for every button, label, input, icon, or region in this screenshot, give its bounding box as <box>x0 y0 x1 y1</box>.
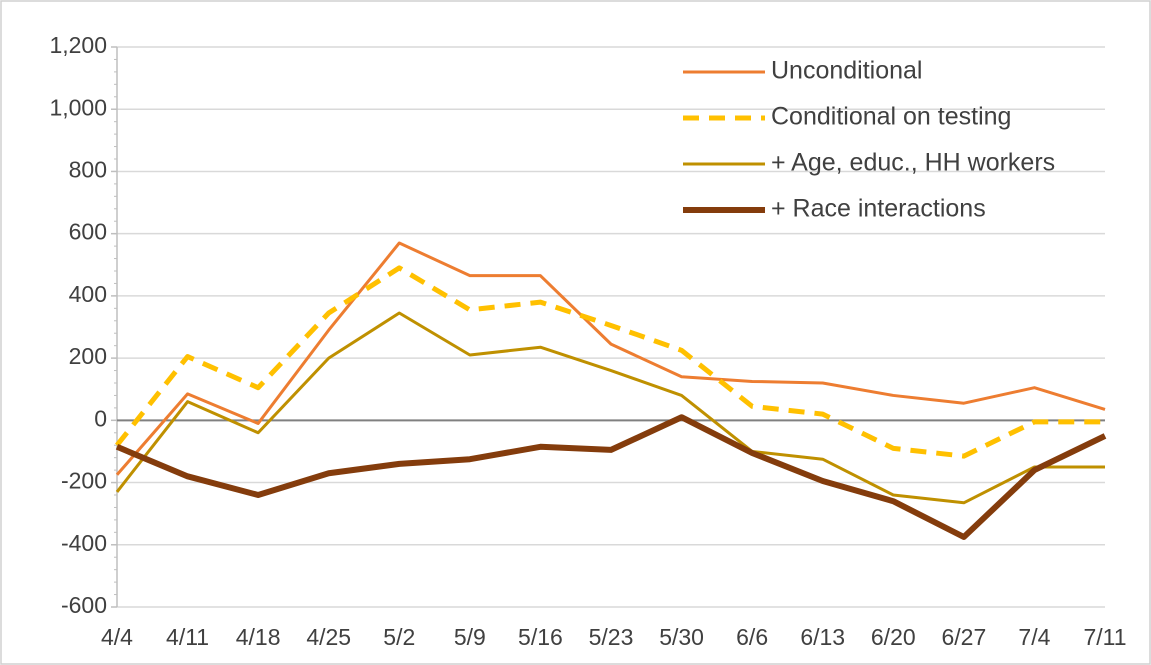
y-tick-label: -400 <box>61 530 107 556</box>
y-tick-label: 1,200 <box>49 32 107 58</box>
y-tick-label: 200 <box>69 343 107 369</box>
series-line <box>115 414 1107 540</box>
series-line <box>115 241 1106 476</box>
x-tick-label: 6/13 <box>800 624 845 650</box>
x-tick-label: 6/27 <box>941 624 986 650</box>
y-tick-label: 0 <box>94 405 107 431</box>
x-tick-label: 4/25 <box>306 624 351 650</box>
legend-label: + Age, educ., HH workers <box>771 149 1055 177</box>
x-tick-label: 5/23 <box>589 624 634 650</box>
x-tick-label: 5/2 <box>383 624 415 650</box>
y-tick-label: 400 <box>69 281 107 307</box>
y-tick-label: -600 <box>61 592 107 618</box>
y-tick-label: 1,000 <box>49 94 107 120</box>
legend-label: Conditional on testing <box>771 103 1011 131</box>
x-tick-label: 5/30 <box>659 624 704 650</box>
y-tick-label: 600 <box>69 219 107 245</box>
x-tick-label: 7/11 <box>1083 624 1126 650</box>
series-line <box>115 265 1105 459</box>
y-tick-label: 800 <box>69 157 107 183</box>
x-tick-label: 4/4 <box>101 624 133 650</box>
x-tick-label: 6/20 <box>871 624 916 650</box>
x-tick-label: 5/16 <box>518 624 563 650</box>
x-tick-label: 7/4 <box>1018 624 1050 650</box>
x-tick-label: 6/6 <box>736 624 768 650</box>
series-line <box>115 311 1105 505</box>
x-tick-label: 5/9 <box>454 624 486 650</box>
y-tick-label: -200 <box>61 468 107 494</box>
legend-label: + Race interactions <box>771 195 986 223</box>
legend-label: Unconditional <box>771 57 923 85</box>
x-tick-label: 4/11 <box>166 624 209 650</box>
x-tick-label: 4/18 <box>236 624 281 650</box>
